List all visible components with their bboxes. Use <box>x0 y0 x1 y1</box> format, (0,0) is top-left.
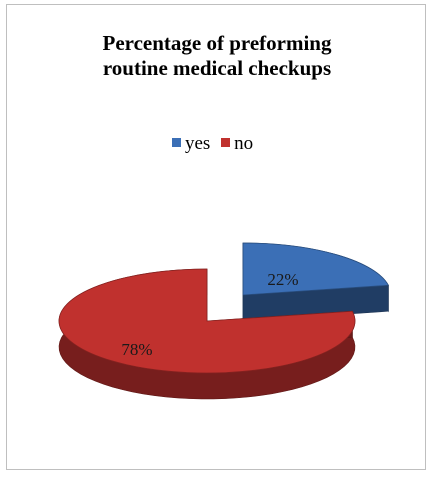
chart-frame: Percentage of preforming routine medical… <box>6 4 426 470</box>
data-label-no: 78% <box>121 340 152 359</box>
chart-title-line-2: routine medical checkups <box>102 56 332 80</box>
pie-slice-yes <box>242 242 390 296</box>
legend-entry-no: no <box>221 133 253 155</box>
legend-entry-yes: yes <box>172 133 210 155</box>
pie-chart: 22% 78% <box>58 242 390 400</box>
legend-swatch-no <box>221 138 231 147</box>
data-label-yes: 22% <box>267 270 298 289</box>
chart-legend: yes no <box>172 133 259 155</box>
legend-label-yes: yes <box>185 133 211 154</box>
legend-label-no: no <box>234 133 254 154</box>
legend-swatch-yes <box>172 138 181 147</box>
pie-slice-no <box>58 268 356 374</box>
chart-title-line-1: Percentage of preforming <box>102 31 332 55</box>
chart-title: Percentage of preforming routine medical… <box>7 31 427 81</box>
